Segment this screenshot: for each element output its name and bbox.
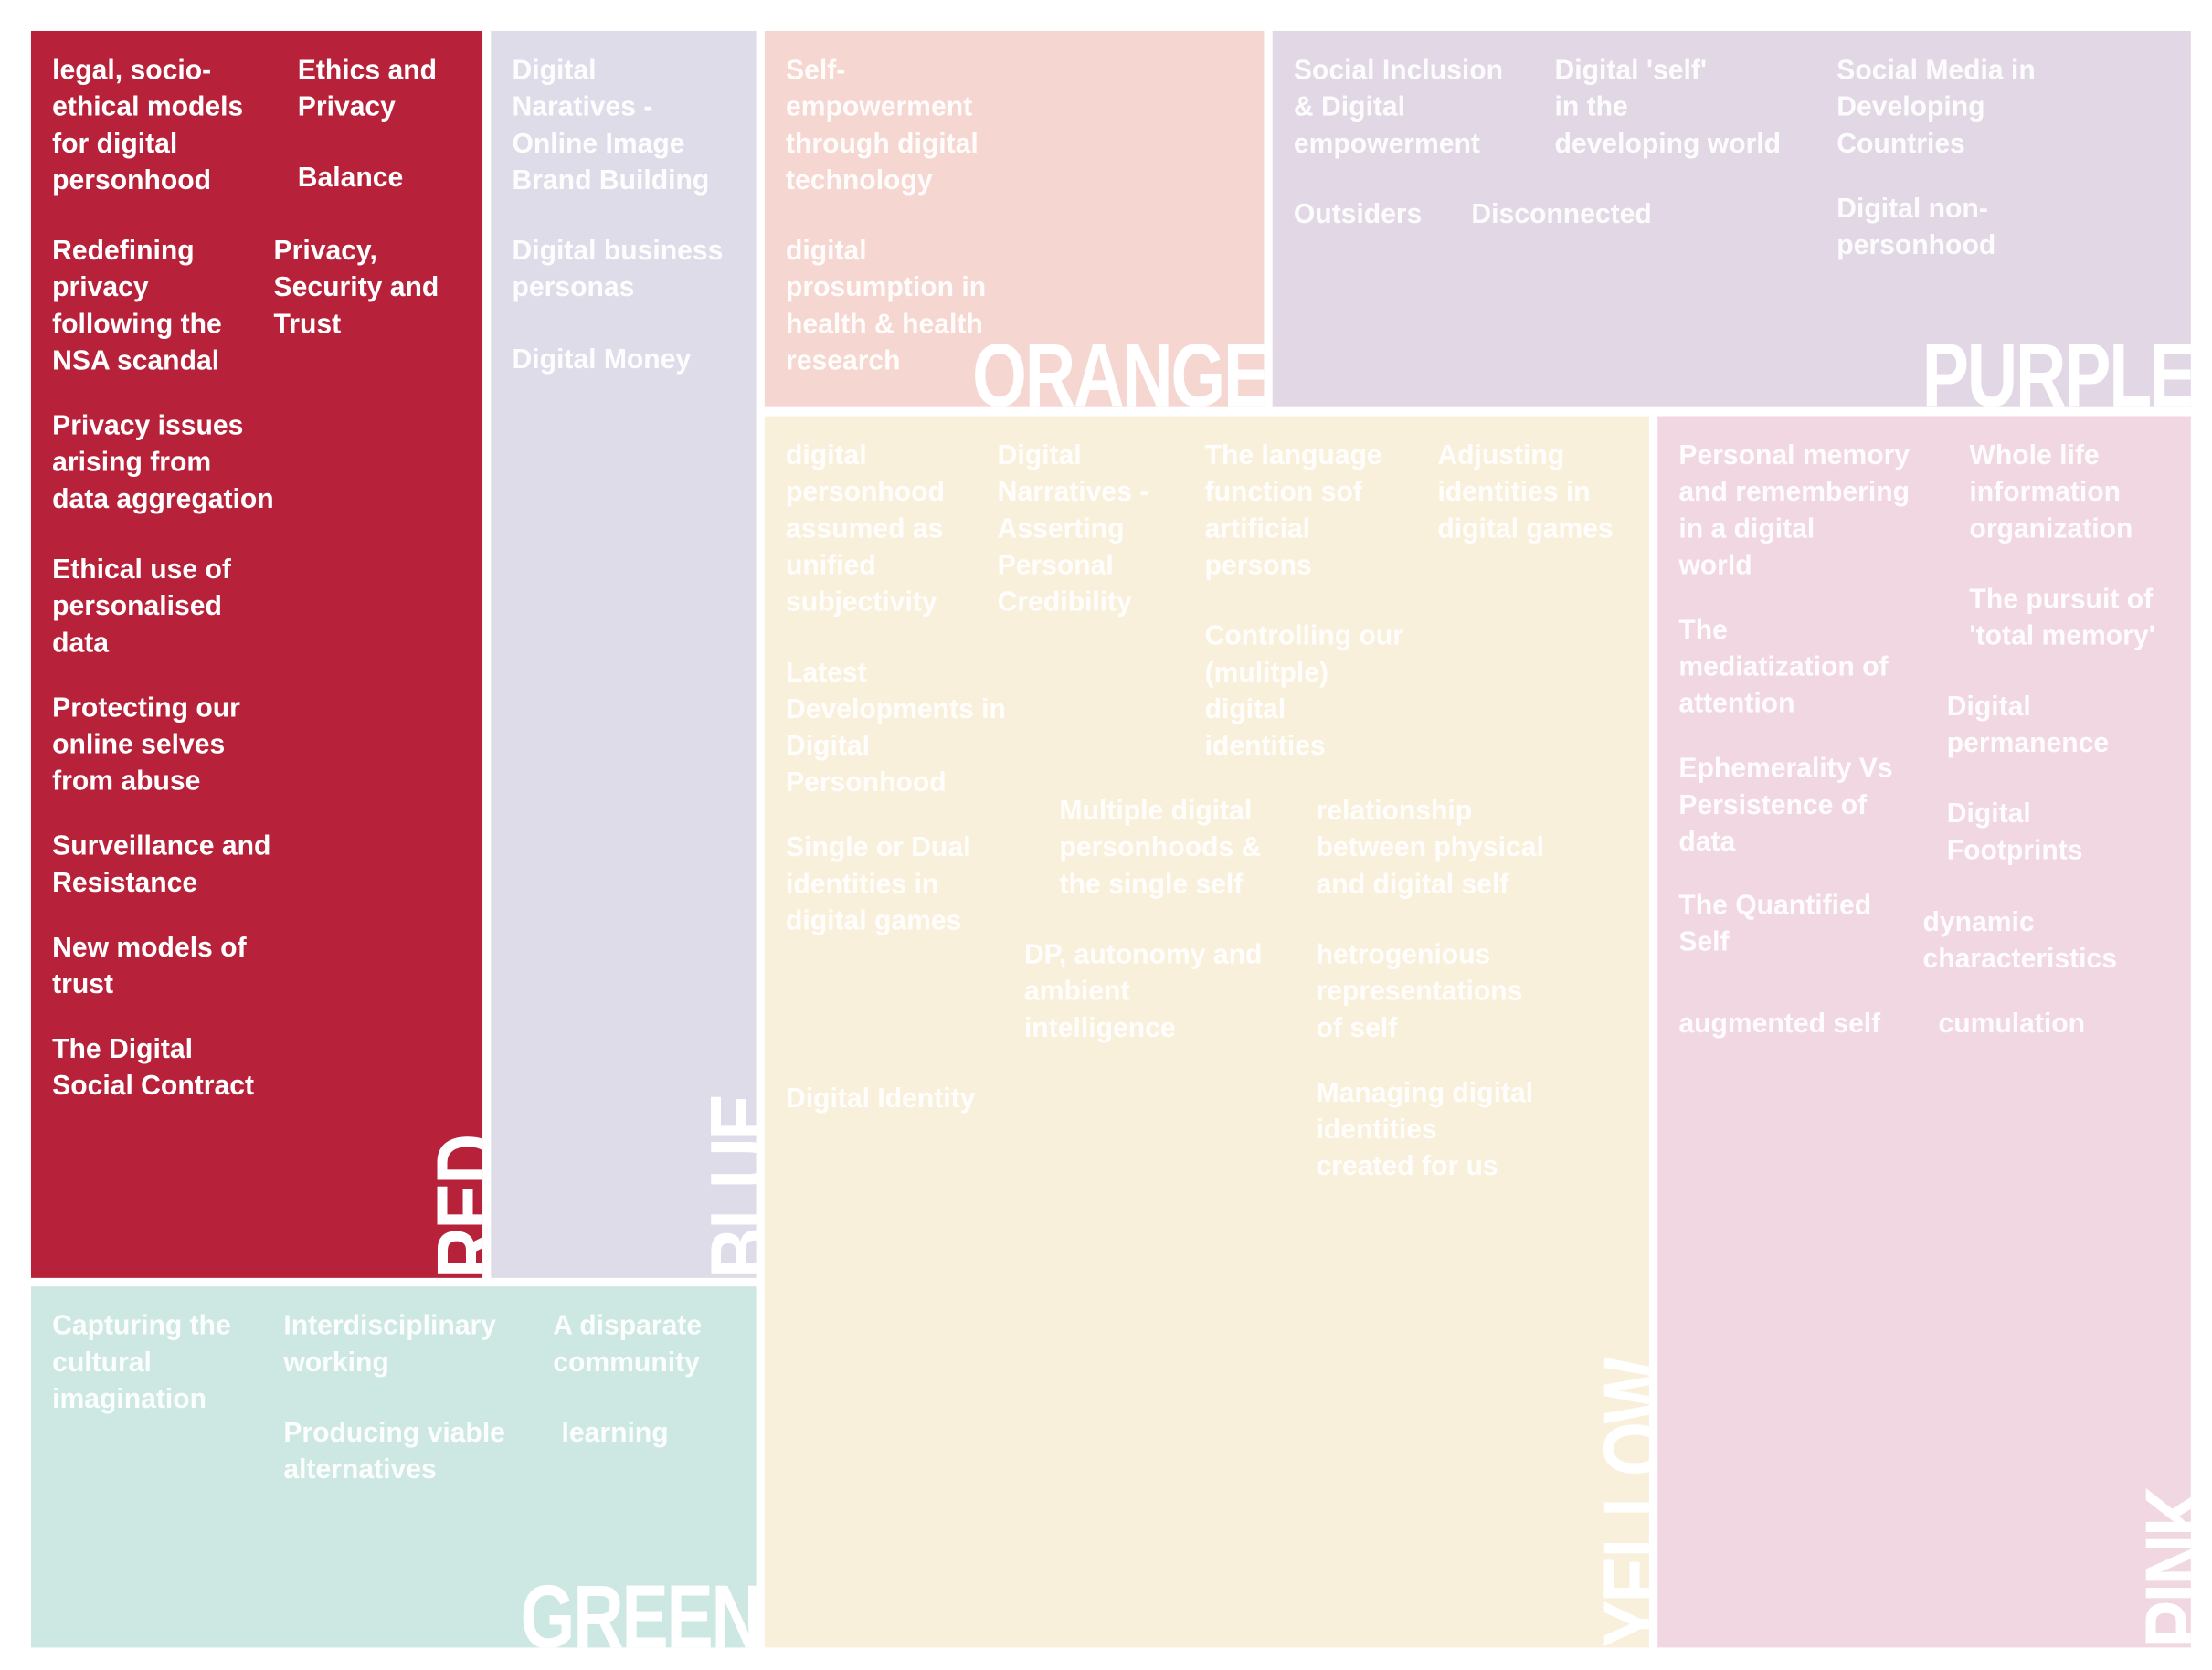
topic-disconnected: Disconnected bbox=[1471, 198, 1652, 230]
topic-redefining-privacy: Redefining privacy following the NSA sca… bbox=[52, 235, 222, 377]
panel-label-pink: PINK bbox=[2125, 1487, 2191, 1648]
panel-label-orange: ORANGE bbox=[972, 324, 1265, 407]
topic-ethics-and-privacy: Ethics and Privacy bbox=[297, 55, 438, 123]
topic-producing-viable-alternatives: Producing viable alternatives bbox=[283, 1417, 505, 1485]
topic-legal-socio-ethical-models: legal, socio- ethical models for digital… bbox=[52, 55, 244, 196]
topic-digital-prosumption-health: digital prosumption in health & health r… bbox=[786, 235, 987, 377]
topic-privacy-security-trust: Privacy, Security and Trust bbox=[273, 235, 439, 341]
topic-asserting-personal-credibility: Digital Narratives - Asserting Personal … bbox=[997, 439, 1149, 618]
topic-digital-business-personas: Digital business personas bbox=[512, 235, 724, 303]
topic-personal-memory: Personal memory and remembering in a dig… bbox=[1678, 439, 1910, 582]
topic-digital-identity: Digital Identity bbox=[786, 1083, 976, 1115]
panel-label-purple: PURPLE bbox=[1922, 324, 2191, 407]
topic-outsiders: Outsiders bbox=[1293, 198, 1423, 230]
topic-total-memory: The pursuit of 'total memory' bbox=[1969, 584, 2155, 652]
topic-digital-permanence: Digital permanence bbox=[1946, 691, 2110, 759]
topic-multiple-personhoods: Multiple digital personhoods & the singl… bbox=[1059, 795, 1262, 901]
topic-mediatization-of-attention: The mediatization of attention bbox=[1678, 615, 1889, 720]
topic-capturing-cultural-imagination: Capturing the cultural imagination bbox=[52, 1310, 231, 1415]
topic-new-models-of-trust: New models of trust bbox=[52, 932, 247, 1000]
topic-single-or-dual-identities: Single or Dual identities in digital gam… bbox=[786, 831, 971, 937]
topic-quantified-self: The Quantified Self bbox=[1678, 890, 1872, 958]
topic-digital-money: Digital Money bbox=[512, 344, 692, 375]
panel-green: Capturing the cultural imagination Inter… bbox=[30, 1286, 757, 1648]
topic-protecting-online-selves: Protecting our online selves from abuse bbox=[52, 692, 240, 798]
topic-balance: Balance bbox=[297, 162, 404, 194]
panel-orange: Self- empowerment through digital techno… bbox=[764, 30, 1265, 407]
topic-dynamic-characteristics: dynamic characteristics bbox=[1922, 906, 2118, 975]
panel-label-yellow: YELLOW bbox=[1583, 1359, 1649, 1648]
topic-privacy-data-aggregation: Privacy issues arising from data aggrega… bbox=[52, 410, 274, 515]
topic-disparate-community: A disparate community bbox=[553, 1310, 703, 1379]
panel-blue: Digital Naratives - Online Image Brand B… bbox=[491, 30, 757, 1278]
topic-social-media-developing-countries: Social Media in Developing Countries bbox=[1836, 55, 2036, 160]
topic-digital-non-personhood: Digital non- personhood bbox=[1836, 193, 1996, 261]
topic-latest-developments: Latest Developments in Digital Personhoo… bbox=[786, 657, 1006, 798]
topic-ephemerality-persistence: Ephemerality Vs Persistence of data bbox=[1678, 753, 1893, 858]
panel-label-green: GREEN bbox=[521, 1565, 757, 1648]
panel-purple: Social Inclusion & Digital empowerment D… bbox=[1272, 30, 2191, 407]
topic-adjusting-identities-games: Adjusting identities in digital games bbox=[1437, 439, 1614, 544]
topic-digital-self-developing-world: Digital 'self' in the developing world bbox=[1554, 55, 1782, 160]
topic-language-artificial-persons: The language function sof artificial per… bbox=[1204, 439, 1382, 582]
topic-learning: learning bbox=[561, 1417, 669, 1449]
topic-augmented-self: augmented self bbox=[1678, 1008, 1881, 1040]
topic-ethical-use-personalised-data: Ethical use of personalised data bbox=[52, 554, 231, 660]
topic-online-image-brand-building: Digital Naratives - Online Image Brand B… bbox=[512, 55, 710, 196]
topic-social-inclusion: Social Inclusion & Digital empowerment bbox=[1293, 55, 1504, 160]
topic-physical-digital-self: relationship between physical and digita… bbox=[1316, 795, 1544, 901]
topic-surveillance-resistance: Surveillance and Resistance bbox=[52, 830, 271, 899]
panel-pink: Personal memory and remembering in a dig… bbox=[1657, 416, 2191, 1648]
topic-hetrogenious-representations: hetrogenious representations of self bbox=[1316, 939, 1523, 1044]
panel-red: legal, socio- ethical models for digital… bbox=[30, 30, 483, 1278]
panel-label-blue: BLUE bbox=[691, 1094, 757, 1278]
topic-interdisciplinary-working: Interdisciplinary working bbox=[283, 1310, 496, 1379]
topic-cumulation: cumulation bbox=[1938, 1008, 2086, 1040]
panel-label-red: RED bbox=[418, 1136, 483, 1278]
topic-managing-identities-created: Managing digital identities created for … bbox=[1316, 1077, 1534, 1182]
topic-self-empowerment: Self- empowerment through digital techno… bbox=[786, 55, 979, 196]
topic-digital-social-contract: The Digital Social Contract bbox=[52, 1033, 254, 1102]
panel-yellow: digital personhood assumed as unified su… bbox=[764, 416, 1649, 1648]
topic-unified-subjectivity: digital personhood assumed as unified su… bbox=[786, 439, 945, 618]
topic-whole-life-information: Whole life information organization bbox=[1969, 439, 2133, 544]
topic-controlling-multiple-identities: Controlling our (mulitple) digital ident… bbox=[1204, 620, 1403, 762]
topic-autonomy-ambient-intelligence: DP, autonomy and ambient intelligence bbox=[1023, 939, 1263, 1044]
topic-digital-footprints: Digital Footprints bbox=[1946, 798, 2083, 867]
